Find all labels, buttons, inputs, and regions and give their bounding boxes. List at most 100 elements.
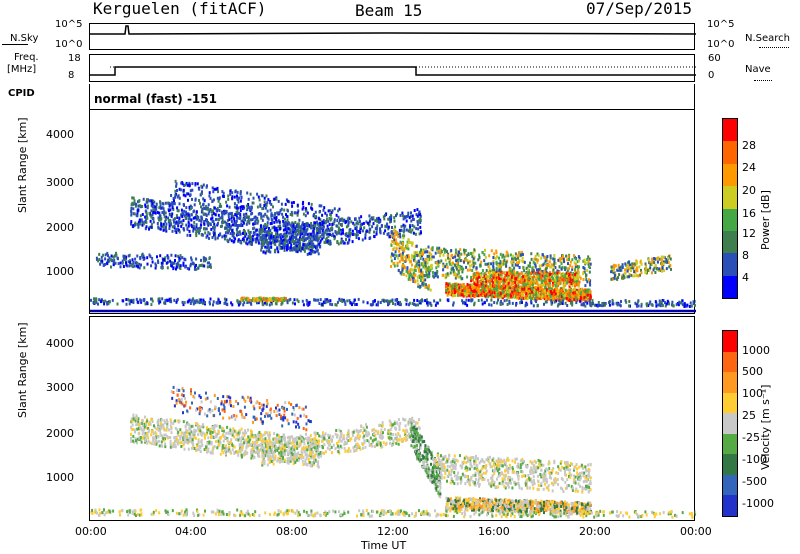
power-echo xyxy=(171,212,174,216)
power-echo xyxy=(106,258,109,262)
power-echo xyxy=(205,185,208,189)
power-echo xyxy=(497,281,500,285)
power-echo xyxy=(328,233,331,237)
power-echo xyxy=(228,218,231,222)
power-echo xyxy=(473,303,476,307)
power-echo xyxy=(178,221,181,225)
power-echo xyxy=(565,278,568,282)
power-echo xyxy=(412,231,415,235)
power-echo xyxy=(467,285,470,289)
power-echo xyxy=(277,235,280,239)
power-echo xyxy=(149,219,152,223)
power-echo xyxy=(152,199,154,203)
power-echo xyxy=(191,182,194,186)
power-echo xyxy=(194,216,197,220)
power-echo xyxy=(198,187,201,191)
power-echo xyxy=(485,269,488,272)
power-echo xyxy=(414,303,417,307)
power-echo xyxy=(409,267,412,271)
power-echo xyxy=(523,287,526,291)
power-echo xyxy=(265,234,268,238)
power-echo xyxy=(164,228,167,232)
power-echo xyxy=(505,298,508,302)
power-echo xyxy=(106,251,109,255)
power-echo xyxy=(270,212,273,216)
power-panel xyxy=(89,109,696,314)
power-echo xyxy=(448,292,451,296)
power-echo xyxy=(310,226,313,230)
power-echo xyxy=(654,264,657,267)
power-echo xyxy=(463,252,466,256)
power-echo xyxy=(249,242,252,246)
power-echo xyxy=(553,260,556,264)
power-echo xyxy=(327,209,330,213)
power-echo xyxy=(345,234,348,238)
power-echo xyxy=(505,278,507,282)
power-echo xyxy=(574,291,577,295)
power-echo xyxy=(178,259,181,263)
power-echo xyxy=(185,206,188,210)
power-echo xyxy=(538,276,541,280)
power-echo xyxy=(502,286,505,290)
power-echo xyxy=(225,221,228,225)
power-echo xyxy=(666,260,668,264)
power-echo xyxy=(201,263,204,267)
power-echo xyxy=(360,215,363,219)
power-echo xyxy=(416,208,419,212)
power-echo xyxy=(246,301,249,304)
power-echo xyxy=(638,265,641,269)
power-echo xyxy=(473,294,476,298)
power-echo xyxy=(256,301,258,305)
power-echo xyxy=(174,189,177,193)
power-echo xyxy=(257,219,260,223)
power-echo xyxy=(450,267,453,271)
power-echo xyxy=(575,301,578,305)
power-echo xyxy=(524,275,527,279)
power-echo xyxy=(279,227,282,231)
power-echo xyxy=(445,287,448,291)
power-echo xyxy=(260,242,263,246)
power-echo xyxy=(250,206,253,209)
power-echo xyxy=(398,244,401,248)
power-echo xyxy=(176,189,178,192)
power-echo xyxy=(296,222,299,226)
power-echo xyxy=(419,217,422,221)
power-echo xyxy=(326,298,329,302)
power-echo xyxy=(290,232,293,236)
power-echo xyxy=(387,217,390,221)
power-echo xyxy=(266,221,269,225)
power-echo xyxy=(578,256,581,260)
power-echo xyxy=(493,268,496,272)
power-echo xyxy=(431,246,434,250)
power-echo xyxy=(314,235,317,239)
power-echo xyxy=(478,284,481,288)
power-echo xyxy=(270,241,273,245)
power-echo xyxy=(163,210,166,214)
power-echo xyxy=(181,222,184,226)
power-echo xyxy=(154,205,157,209)
power-echo xyxy=(252,196,255,200)
power-echo xyxy=(555,275,558,279)
power-echo xyxy=(231,229,234,233)
power-echo xyxy=(243,232,246,235)
power-echo xyxy=(546,255,549,258)
power-echo xyxy=(394,250,397,254)
power-echo xyxy=(240,205,243,209)
power-echo xyxy=(439,254,441,258)
power-echo xyxy=(257,301,260,305)
power-echo xyxy=(463,289,466,293)
power-echo xyxy=(512,288,515,292)
power-echo xyxy=(178,196,181,200)
power-echo xyxy=(518,292,521,296)
power-echo xyxy=(553,257,556,261)
power-echo xyxy=(194,227,197,231)
power-echo xyxy=(237,231,240,235)
power-echo xyxy=(312,250,315,254)
power-echo xyxy=(573,261,576,265)
power-echo xyxy=(577,295,580,299)
power-echo xyxy=(483,293,486,297)
power-echo xyxy=(212,226,214,230)
nsky-panel xyxy=(89,23,696,50)
power-echo xyxy=(321,229,324,233)
power-echo xyxy=(304,238,307,242)
